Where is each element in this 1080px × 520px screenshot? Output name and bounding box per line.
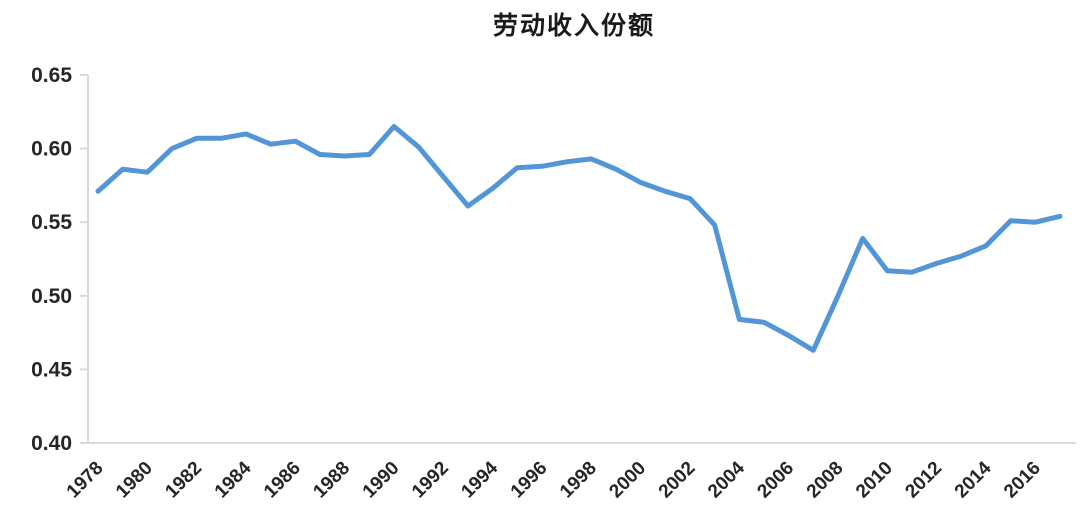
y-tick-label: 0.45 bbox=[31, 358, 72, 381]
x-tick-label: 2010 bbox=[852, 458, 897, 503]
chart-title: 劳动收入份额 bbox=[492, 12, 655, 40]
y-tick-label: 0.55 bbox=[31, 211, 72, 234]
x-tick-label: 1988 bbox=[309, 458, 354, 503]
x-tick-label: 2004 bbox=[704, 457, 749, 502]
y-tick-label: 0.40 bbox=[31, 432, 72, 455]
y-tick-label: 0.50 bbox=[31, 285, 72, 308]
x-tick-label: 2012 bbox=[901, 458, 946, 503]
y-tick-label: 0.60 bbox=[31, 138, 72, 161]
x-tick-label: 1990 bbox=[359, 458, 404, 503]
x-tick-label: 1994 bbox=[457, 457, 502, 502]
x-tick-label: 1992 bbox=[408, 458, 453, 503]
x-tick-label: 2016 bbox=[1000, 458, 1045, 503]
x-tick-label: 2000 bbox=[605, 458, 650, 503]
y-tick-label: 0.65 bbox=[31, 64, 72, 87]
x-tick-label: 2008 bbox=[803, 458, 848, 503]
x-tick-label: 1984 bbox=[211, 457, 256, 502]
x-tick-label: 2006 bbox=[753, 458, 798, 503]
x-tick-label: 1982 bbox=[161, 458, 206, 503]
x-tick-label: 1980 bbox=[112, 458, 157, 503]
x-tick-label: 2002 bbox=[655, 458, 700, 503]
data-line-series bbox=[95, 124, 1063, 353]
x-tick-label: 2014 bbox=[951, 457, 996, 502]
x-tick-label: 1996 bbox=[507, 458, 552, 503]
x-tick-label: 1986 bbox=[260, 458, 305, 503]
x-tick-label: 1998 bbox=[556, 458, 601, 503]
x-tick-label: 1978 bbox=[63, 458, 108, 503]
